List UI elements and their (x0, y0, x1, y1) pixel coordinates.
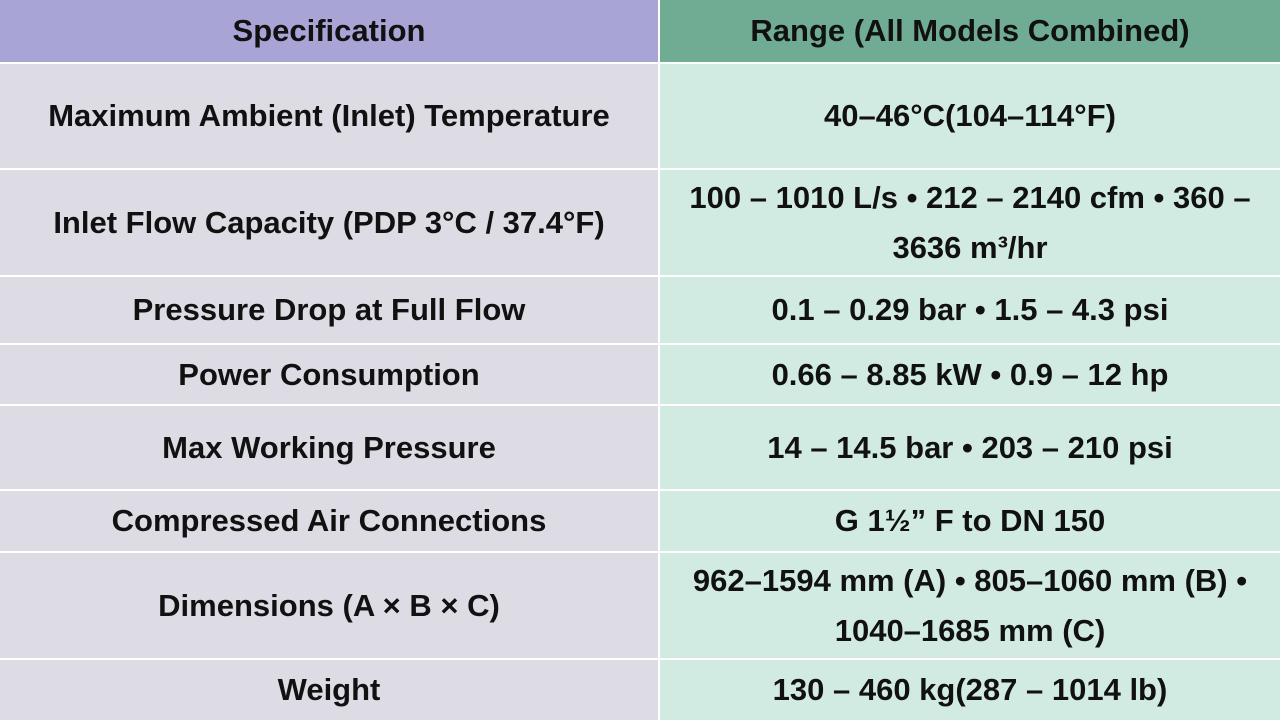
spec-name: Dimensions (A × B × C) (0, 553, 658, 658)
spec-name: Max Working Pressure (0, 406, 658, 489)
header-cell: Range (All Models Combined) (660, 0, 1280, 62)
spec-range: 14 – 14.5 bar • 203 – 210 psi (660, 406, 1280, 489)
spec-range: 0.66 – 8.85 kW • 0.9 – 12 hp (660, 345, 1280, 404)
header-cell: Specification (0, 0, 658, 62)
spec-range: 40–46°C(104–114°F) (660, 64, 1280, 168)
spec-range: 130 – 460 kg(287 – 1014 lb) (660, 660, 1280, 720)
spec-name: Maximum Ambient (Inlet) Temperature (0, 64, 658, 168)
spec-name: Compressed Air Connections (0, 491, 658, 551)
spec-range: 0.1 – 0.29 bar • 1.5 – 4.3 psi (660, 277, 1280, 343)
spec-range: 100 – 1010 L/s • 212 – 2140 cfm • 360 – … (660, 170, 1280, 275)
spec-name: Inlet Flow Capacity (PDP 3°C / 37.4°F) (0, 170, 658, 275)
spec-range: 962–1594 mm (A) • 805–1060 mm (B) • 1040… (660, 553, 1280, 658)
spec-name: Pressure Drop at Full Flow (0, 277, 658, 343)
spec-name: Weight (0, 660, 658, 720)
spec-range: G 1½” F to DN 150 (660, 491, 1280, 551)
spec-name: Power Consumption (0, 345, 658, 404)
